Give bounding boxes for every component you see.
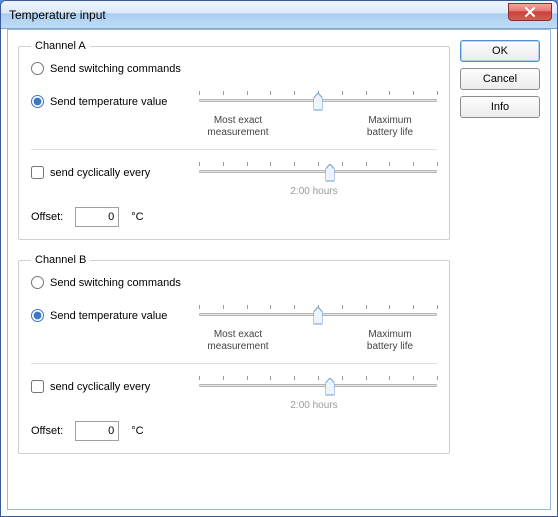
precision-slider-labels: Most exactmeasurement Maximumbattery lif…: [191, 115, 437, 139]
channel-a-cyclic-slider[interactable]: [199, 160, 437, 184]
channel-a-offset-unit: °C: [131, 211, 143, 223]
channel-a-offset-input[interactable]: [75, 207, 119, 227]
cancel-button[interactable]: Cancel: [460, 68, 540, 90]
channel-a-offset-label: Offset:: [31, 211, 63, 223]
channel-a-legend: Channel A: [31, 40, 90, 52]
channel-a-cyclic-label: send cyclically every: [50, 167, 150, 179]
channel-b-radio-temperature-label: Send temperature value: [50, 310, 167, 322]
side-buttons: OK Cancel Info: [460, 40, 540, 499]
close-icon: [524, 7, 536, 17]
channel-b-mode-temperature[interactable]: Send temperature value: [31, 309, 191, 322]
channel-b-cyclic-slider[interactable]: [199, 374, 437, 398]
channel-a-mode-switching[interactable]: Send switching commands: [31, 62, 181, 75]
channel-a-cyclic-caption: 2:00 hours: [191, 186, 437, 197]
channel-b-cyclic-caption: 2:00 hours: [191, 400, 437, 411]
window-title: Temperature input: [9, 8, 106, 22]
info-button[interactable]: Info: [460, 96, 540, 118]
titlebar[interactable]: Temperature input: [1, 1, 557, 29]
channel-a-radio-temperature[interactable]: [31, 95, 44, 108]
channel-b-precision-slider[interactable]: [199, 303, 437, 327]
dialog-window: Temperature input Channel A Send switchi…: [0, 0, 558, 517]
channel-b-offset-unit: °C: [131, 425, 143, 437]
channel-b-cyclic-label: send cyclically every: [50, 381, 150, 393]
precision-slider-labels: Most exactmeasurement Maximumbattery lif…: [191, 329, 437, 353]
channel-a-radio-switching-label: Send switching commands: [50, 63, 181, 75]
ok-button[interactable]: OK: [460, 40, 540, 62]
close-button[interactable]: [508, 3, 552, 21]
channel-a-group: Channel A Send switching commands Send: [18, 40, 450, 240]
channel-a-radio-switching[interactable]: [31, 62, 44, 75]
channel-b-radio-temperature[interactable]: [31, 309, 44, 322]
channel-b-mode-switching[interactable]: Send switching commands: [31, 276, 181, 289]
channel-b-group: Channel B Send switching commands Send: [18, 254, 450, 454]
channel-b-cyclic-input[interactable]: [31, 380, 44, 393]
channel-b-offset-input[interactable]: [75, 421, 119, 441]
divider: [31, 149, 437, 150]
client-area: Channel A Send switching commands Send: [7, 29, 551, 510]
channel-a-cyclic-input[interactable]: [31, 166, 44, 179]
channel-a-mode-temperature[interactable]: Send temperature value: [31, 95, 191, 108]
channel-a-cyclic-checkbox[interactable]: send cyclically every: [31, 166, 191, 179]
channel-a-radio-temperature-label: Send temperature value: [50, 96, 167, 108]
channel-b-legend: Channel B: [31, 254, 90, 266]
channel-a-precision-slider[interactable]: [199, 89, 437, 113]
main-column: Channel A Send switching commands Send: [18, 40, 450, 499]
channel-b-offset-label: Offset:: [31, 425, 63, 437]
channel-b-radio-switching[interactable]: [31, 276, 44, 289]
channel-b-radio-switching-label: Send switching commands: [50, 277, 181, 289]
channel-b-cyclic-checkbox[interactable]: send cyclically every: [31, 380, 191, 393]
content: Channel A Send switching commands Send: [8, 30, 550, 509]
divider: [31, 363, 437, 364]
